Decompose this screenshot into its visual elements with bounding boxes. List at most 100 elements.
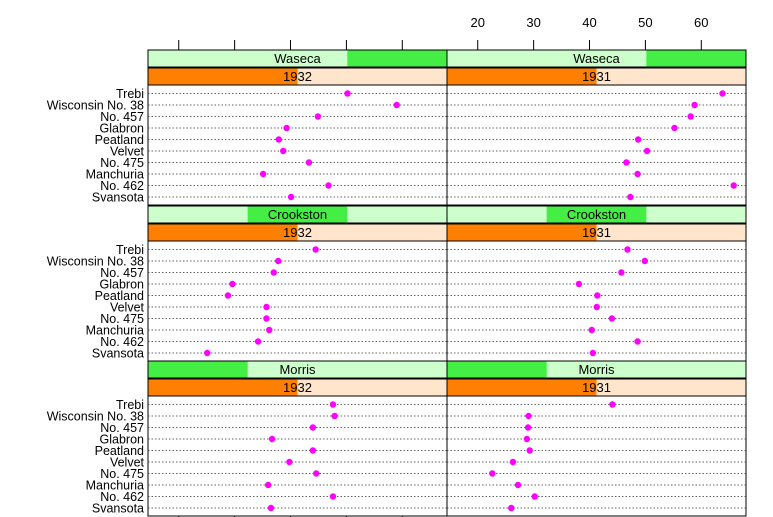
data-point — [575, 280, 583, 288]
data-point — [508, 504, 515, 512]
data-point — [325, 182, 332, 189]
site-strip-marker — [447, 361, 547, 378]
site-strip-border — [446, 360, 747, 379]
data-point — [594, 292, 601, 299]
category-label: Glabron — [100, 433, 145, 447]
site-strip-marker — [646, 50, 746, 67]
data-point — [312, 246, 319, 253]
category-label: Glabron — [100, 122, 145, 136]
data-point — [643, 147, 651, 155]
year-strip-label: 1932 — [283, 225, 312, 240]
data-point — [314, 113, 322, 120]
year-strip-marker — [447, 379, 597, 396]
site-strip-border — [446, 49, 747, 68]
data-point — [691, 101, 698, 109]
data-point — [523, 435, 531, 443]
data-point — [608, 315, 616, 322]
data-point — [526, 447, 533, 454]
data-point — [263, 315, 270, 322]
category-label: Svansota — [92, 191, 144, 205]
data-point — [624, 246, 631, 253]
data-point — [687, 113, 694, 120]
data-point — [589, 349, 597, 357]
year-strip-label: 1931 — [582, 69, 611, 84]
data-point — [275, 136, 282, 143]
x-tick-label: 50 — [638, 15, 652, 30]
data-point — [254, 338, 262, 345]
category-label: Trebi — [116, 243, 144, 257]
data-point — [634, 136, 642, 143]
data-point — [489, 470, 496, 477]
category-label: No. 475 — [100, 312, 144, 326]
data-point — [266, 326, 273, 334]
category-label: Glabron — [100, 278, 145, 292]
category-label: Peatland — [95, 289, 144, 303]
year-strip-marker — [447, 224, 597, 241]
data-point — [286, 458, 293, 466]
category-label: Svansota — [92, 502, 144, 516]
data-point — [618, 269, 625, 276]
category-label: Manchuria — [86, 324, 144, 338]
panel-box — [147, 395, 448, 517]
category-label: Svansota — [92, 347, 144, 361]
site-strip-label: Morris — [279, 362, 316, 377]
category-label: No. 475 — [100, 467, 144, 481]
site-strip-label: Crookston — [268, 207, 327, 222]
category-label: Manchuria — [86, 168, 144, 182]
data-point — [224, 292, 232, 299]
year-strip-marker — [148, 379, 298, 396]
data-point — [524, 424, 532, 431]
data-point — [229, 280, 236, 288]
data-point — [393, 101, 400, 109]
site-strip-label: Waseca — [573, 51, 620, 66]
category-label: Wisconsin No. 38 — [47, 410, 144, 424]
category-label: No. 462 — [100, 179, 144, 193]
category-label: Peatland — [95, 444, 144, 458]
category-label: Trebi — [116, 398, 144, 412]
data-point — [275, 257, 282, 265]
year-strip-label: 1931 — [582, 380, 611, 395]
site-strip-marker — [546, 206, 647, 223]
data-point — [509, 458, 517, 466]
panel-box — [446, 240, 747, 362]
site-strip-border — [446, 205, 747, 224]
category-label: Velvet — [110, 456, 145, 470]
data-point — [268, 435, 276, 443]
data-point — [270, 269, 277, 276]
data-point — [641, 257, 649, 265]
panel-box — [147, 240, 448, 362]
data-point — [671, 124, 678, 132]
site-strip-label: Morris — [578, 362, 615, 377]
data-point — [267, 504, 275, 512]
data-point — [309, 447, 317, 454]
data-point — [305, 159, 313, 166]
data-point — [609, 401, 616, 408]
x-tick-label: 60 — [694, 15, 708, 30]
category-label: Peatland — [95, 133, 144, 147]
data-point — [588, 326, 595, 334]
data-point — [309, 424, 317, 431]
year-strip-label: 1932 — [283, 380, 312, 395]
site-strip-marker — [247, 206, 348, 223]
data-point — [627, 193, 634, 201]
site-strip-label: Crookston — [567, 207, 626, 222]
data-point — [623, 159, 630, 166]
x-tick-label: 20 — [471, 15, 485, 30]
panel-box — [446, 84, 747, 206]
data-point — [514, 481, 522, 489]
data-point — [331, 412, 338, 420]
panel-box — [147, 84, 448, 206]
panel-box — [446, 395, 747, 517]
category-label: No. 462 — [100, 335, 144, 349]
category-label: Velvet — [110, 301, 145, 315]
category-label: No. 457 — [100, 110, 144, 124]
data-point — [634, 170, 641, 178]
data-point — [280, 147, 287, 155]
category-label: No. 475 — [100, 156, 144, 170]
x-tick-label: 40 — [582, 15, 596, 30]
data-point — [264, 481, 272, 489]
category-label: Wisconsin No. 38 — [47, 255, 144, 269]
category-label: Wisconsin No. 38 — [47, 99, 144, 113]
data-point — [329, 401, 337, 408]
